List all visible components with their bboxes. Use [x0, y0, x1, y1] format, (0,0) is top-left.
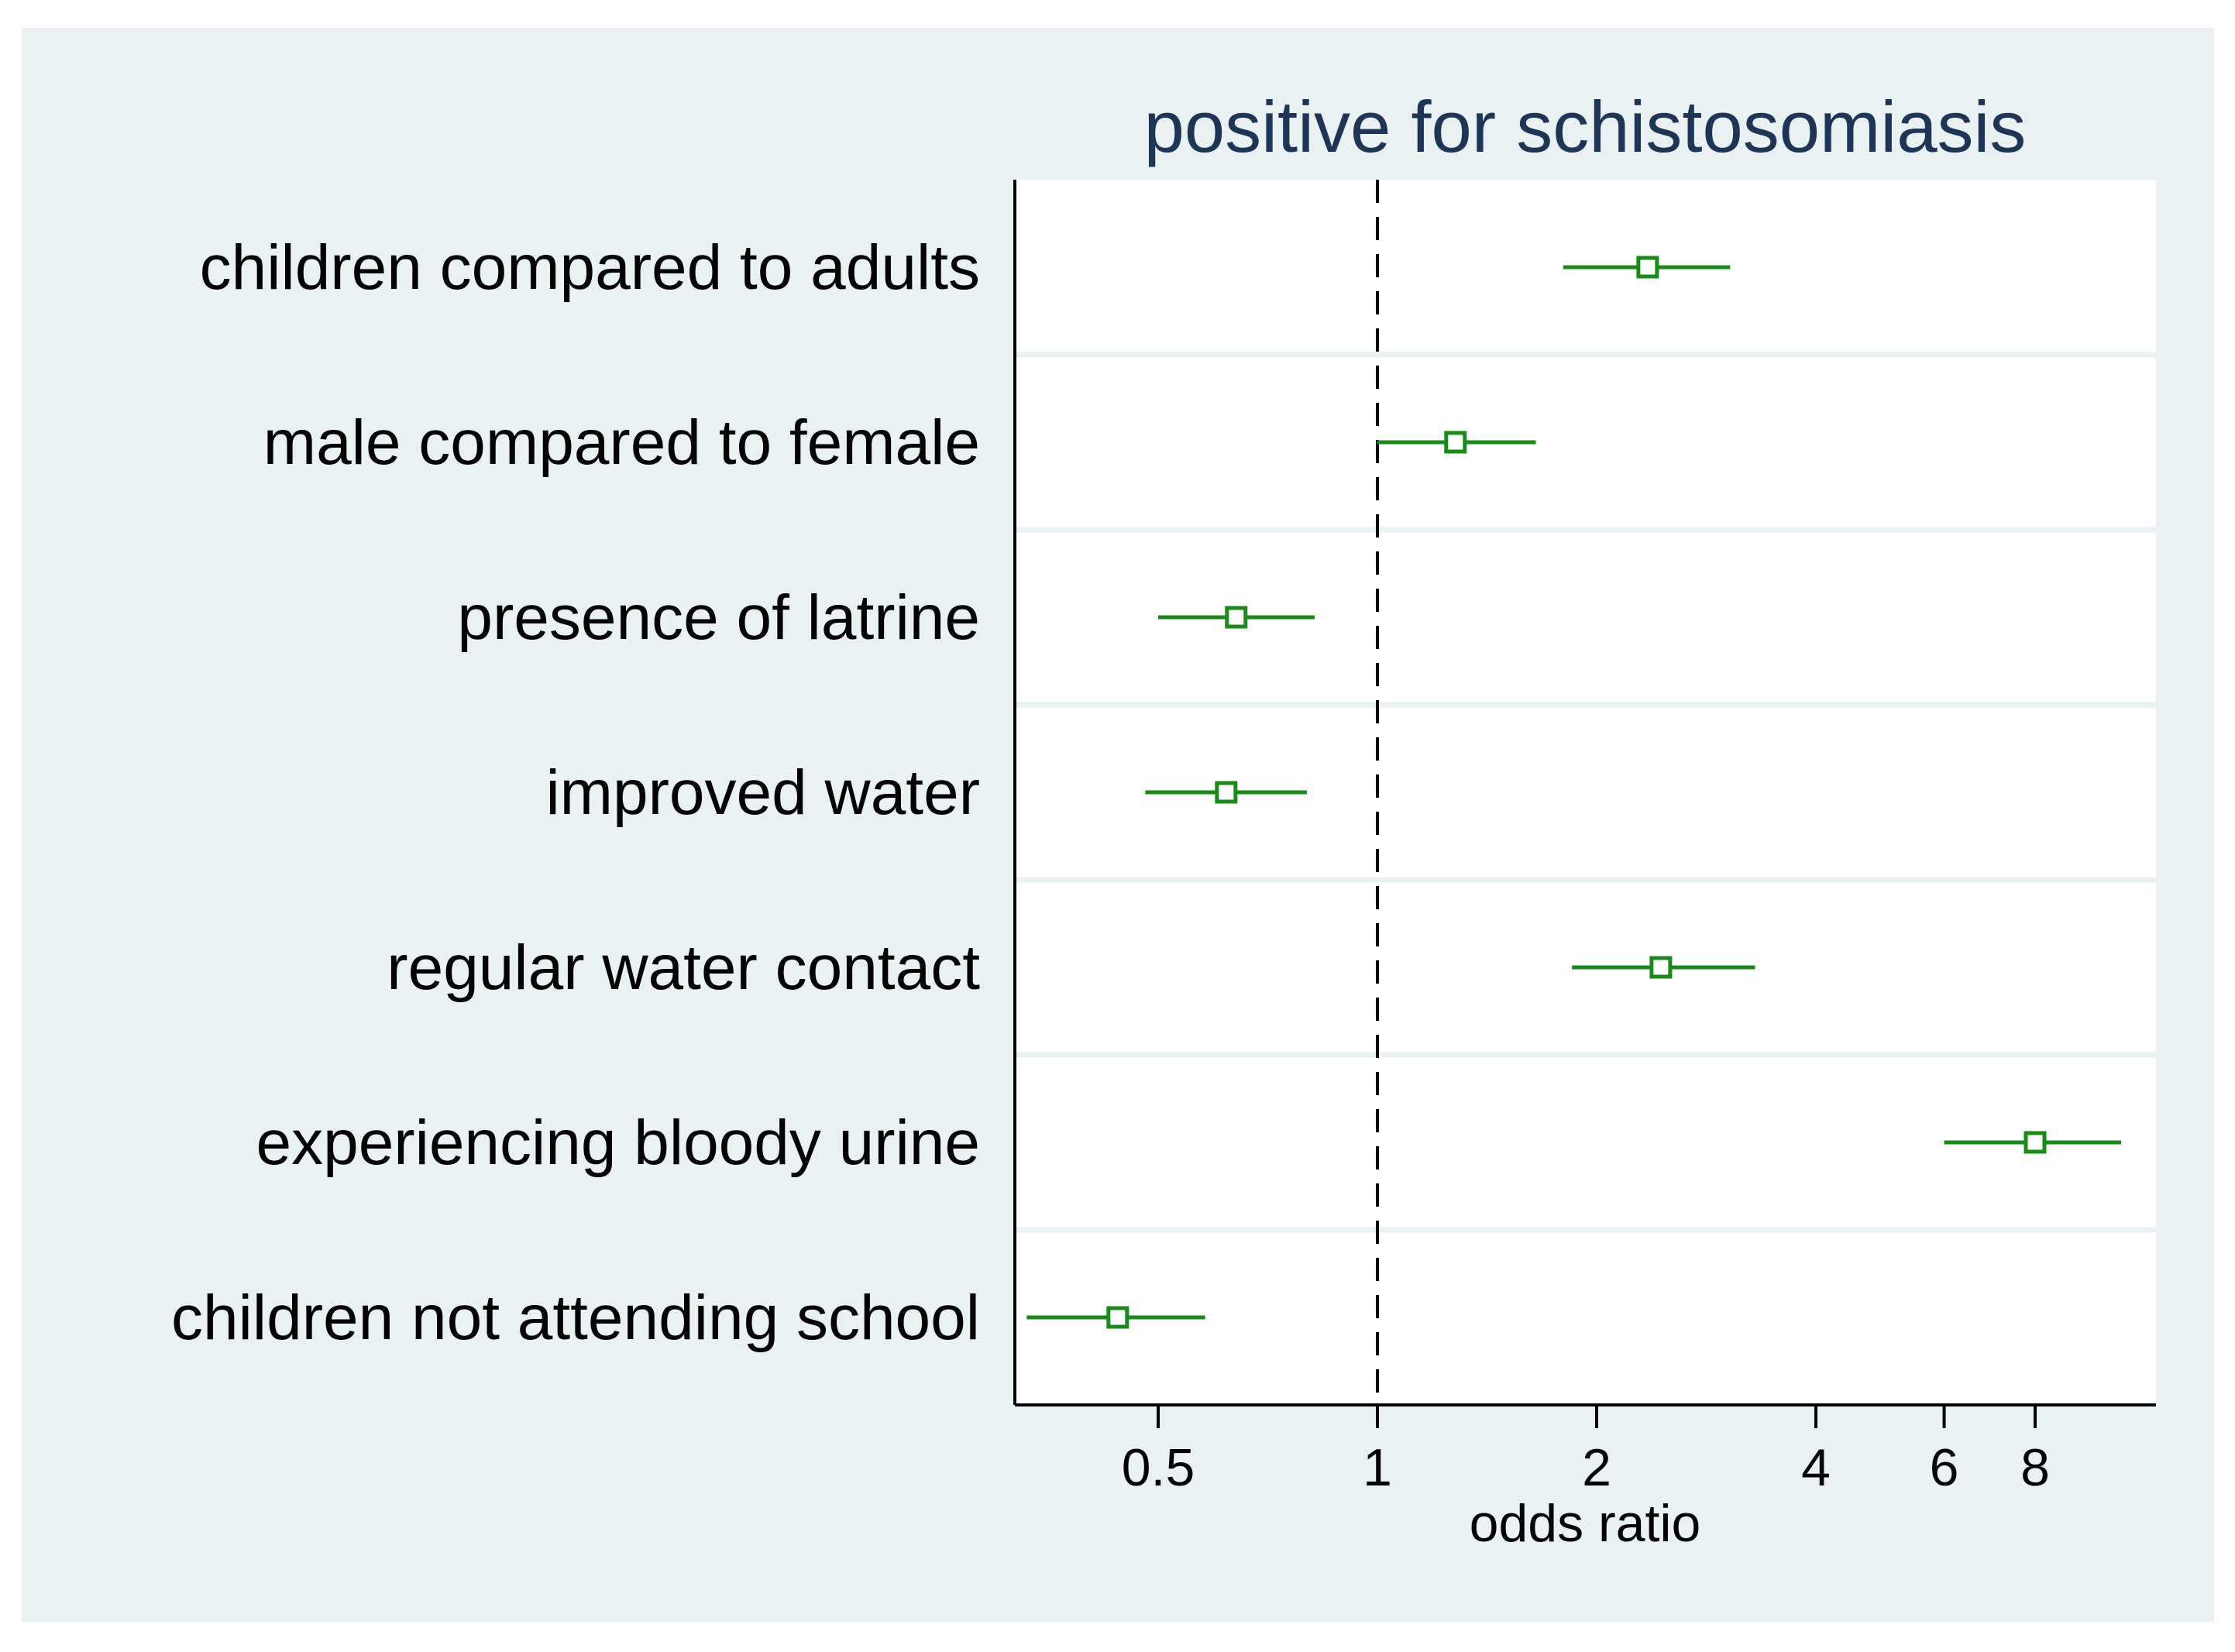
- x-tick-label: 1: [1363, 1438, 1392, 1497]
- point-estimate: [1106, 1306, 1130, 1329]
- x-tick-label: 2: [1582, 1438, 1611, 1497]
- x-tick-label: 8: [2020, 1438, 2050, 1497]
- row-label: male compared to female: [263, 407, 980, 478]
- axes: 0.5 1 2 4 6 8: [1013, 180, 2156, 1497]
- row-label: regular water contact: [387, 932, 980, 1003]
- point-estimate: [1215, 781, 1238, 804]
- row-labels: children compared to adults male compared…: [171, 232, 980, 1353]
- chart-title: positive for schistosomiasis: [1144, 86, 2027, 167]
- x-tick-label: 0.5: [1122, 1438, 1195, 1497]
- row-label: improved water: [545, 757, 980, 828]
- point-estimate: [1636, 256, 1659, 279]
- x-tick-label: 4: [1801, 1438, 1831, 1497]
- point-estimate: [1444, 431, 1467, 454]
- point-estimate: [1225, 606, 1248, 629]
- row-gridlines: [1015, 352, 2156, 1233]
- row-label: experiencing bloody urine: [256, 1108, 980, 1178]
- point-estimate: [2024, 1131, 2047, 1154]
- x-axis-title: odds ratio: [1470, 1494, 1701, 1553]
- data-marks: [1026, 256, 2122, 1329]
- x-tick-label: 6: [1930, 1438, 1959, 1497]
- point-estimate: [1649, 956, 1673, 979]
- row-label: presence of latrine: [457, 582, 980, 653]
- row-label: children compared to adults: [200, 232, 980, 303]
- row-label: children not attending school: [171, 1283, 980, 1353]
